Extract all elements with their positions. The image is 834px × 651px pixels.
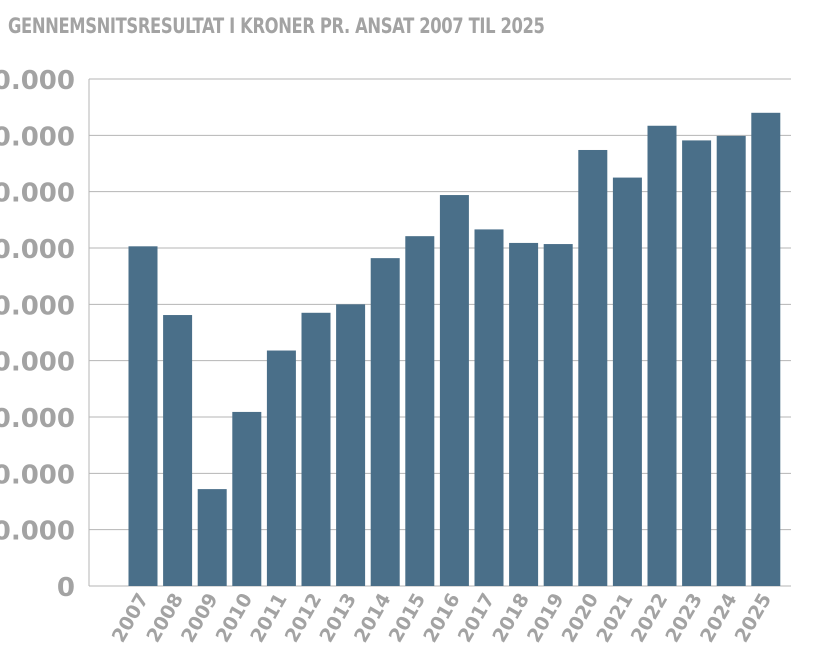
- bar-2022: [647, 125, 677, 587]
- bar-2020: [578, 149, 608, 587]
- y-tick-label: 50.000: [0, 291, 75, 321]
- bar-2016: [439, 195, 469, 586]
- bar-2024: [716, 135, 746, 586]
- bar-2012: [301, 312, 331, 586]
- y-tick-label: 30.000: [0, 404, 75, 434]
- bar-2011: [266, 350, 296, 586]
- y-tick-label: 20.000: [0, 460, 75, 490]
- bar-2015: [405, 236, 435, 587]
- bar-2025: [751, 112, 781, 587]
- bar-2010: [232, 411, 262, 586]
- bar-2021: [612, 177, 642, 587]
- y-tick-label: 90.000: [0, 66, 75, 96]
- bar-2023: [682, 140, 712, 587]
- y-tick-label: 0: [57, 573, 75, 603]
- bar-2014: [370, 258, 400, 586]
- bar-2017: [474, 229, 504, 586]
- bar-2007: [128, 246, 158, 586]
- y-tick-label: 70.000: [0, 179, 75, 209]
- bar-2008: [163, 315, 193, 586]
- y-tick-label: 40.000: [0, 348, 75, 378]
- bar-2019: [543, 244, 573, 586]
- bar-2018: [509, 242, 539, 586]
- bar-2009: [197, 489, 227, 586]
- y-tick-label: 10.000: [0, 517, 75, 547]
- y-tick-label: 60.000: [0, 235, 75, 265]
- x-tick-label: 2025: [731, 590, 776, 647]
- chart-title: GENNEMSNITSRESULTAT I KRONER PR. ANSAT 2…: [8, 14, 545, 38]
- y-tick-label: 80.000: [0, 122, 75, 152]
- bar-2013: [336, 304, 366, 586]
